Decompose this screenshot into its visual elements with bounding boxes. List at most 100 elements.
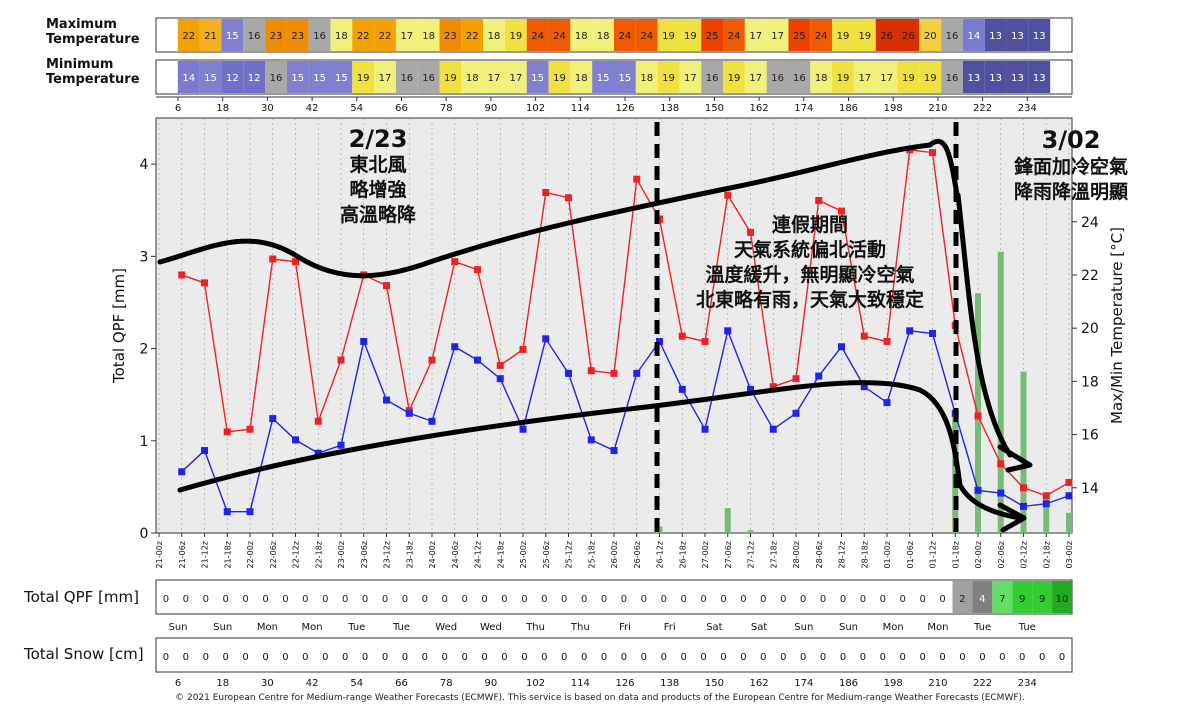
min-temp-strip-cell: [723, 61, 745, 93]
max-temp-point: [678, 332, 686, 340]
min-temp-strip-cell: [395, 61, 418, 93]
max-temp-strip-cell-label: 19: [509, 31, 522, 42]
min-temp-strip-cell-label: 17: [858, 73, 871, 84]
max-temp-strip-cell: [962, 19, 985, 51]
snow-row-value: 0: [223, 652, 229, 663]
hour-tick-label-top: 90: [485, 103, 498, 114]
max-temp-strip-cell: [701, 19, 724, 51]
qpf-row-value: 0: [740, 594, 746, 605]
max-temp-strip-cell: [984, 19, 1007, 51]
max-temp-strip-cell-label: 18: [422, 31, 435, 42]
lower-trend-curve: [177, 380, 963, 493]
lower-trend-drop: [957, 482, 1023, 521]
qpf-bar: [1066, 512, 1072, 533]
max-temp-strip-cell: [352, 19, 375, 51]
max-temp-strip-cell-label: 26: [902, 31, 915, 42]
y-tick-label: 3: [140, 249, 149, 265]
min-temp-strip-cell-label: 16: [270, 73, 283, 84]
snow-row-value: 0: [820, 652, 826, 663]
hour-tick-label-top: 114: [571, 103, 590, 114]
max-temp-point: [883, 337, 891, 345]
max-temp-strip-cell: [395, 19, 418, 51]
snow-row-value: 0: [780, 652, 786, 663]
max-temp-strip-cell: [853, 19, 876, 51]
snow-row-value: 0: [681, 652, 687, 663]
min-temp-point: [792, 409, 800, 417]
min-temp-strip-cell-label: 19: [837, 73, 850, 84]
max-temp-row-label: Maximum Temperature: [46, 17, 140, 47]
x-tick-label: 27-12z: [747, 541, 756, 568]
qpf-row-value: 0: [521, 594, 527, 605]
max-temp-strip-cell: [483, 19, 505, 51]
min-temp-point: [1065, 492, 1073, 500]
day-label: Sat: [751, 622, 767, 633]
hour-tick-label-top: 174: [794, 103, 813, 114]
y2-tick-label: 18: [1081, 374, 1099, 390]
min-temp-strip-cell: [286, 61, 309, 93]
max-temp-strip-cell-label: 13: [1011, 31, 1024, 42]
snow-row-value: 0: [481, 652, 487, 663]
max-temp-point: [201, 279, 208, 287]
min-temp-point: [519, 425, 527, 433]
min-temp-strip-cell-label: 15: [619, 73, 632, 84]
max-temp-point: [610, 369, 618, 377]
annotation-holiday-line1: 連假期間: [771, 214, 848, 236]
max-temp-strip-cell: [177, 19, 200, 51]
qpf-row-value: 0: [382, 594, 388, 605]
day-label: Thu: [525, 622, 545, 633]
x-tick-label: 27-18z: [769, 541, 778, 568]
max-temp-strip-cell-label: 15: [226, 31, 239, 42]
min-temp-point: [838, 343, 845, 351]
day-label: Tue: [973, 622, 991, 633]
x-tick-label: 28-00z: [792, 541, 801, 568]
upper-trend-drop: [955, 192, 1013, 458]
hour-tick-label-bottom: 54: [350, 678, 363, 689]
snow-row-value: 0: [880, 652, 886, 663]
min-temp-point: [292, 436, 299, 444]
hour-tick-label-bottom: 66: [395, 678, 408, 689]
max-temp-strip-cell-label: 22: [379, 31, 392, 42]
y2-tick-label: 26: [1081, 162, 1099, 178]
hour-tick-label-top: 42: [306, 103, 319, 114]
snow-row-frame: [155, 637, 1073, 673]
max-temp-strip-cell-label: 24: [619, 31, 632, 42]
day-label: Wed: [480, 622, 502, 633]
total-qpf-row-label: Total QPF [mm]: [24, 588, 139, 606]
x-tick-label: 22-00z: [246, 541, 255, 568]
min-temp-point: [1042, 500, 1050, 508]
min-temp-strip-cell-label: 13: [1011, 73, 1024, 84]
snow-row-value: 0: [860, 652, 866, 663]
max-temp-strip-cell-label: 21: [204, 31, 217, 42]
min-temp-point: [201, 447, 208, 455]
day-label: Tue: [1018, 622, 1036, 633]
min-temp-strip-cell: [853, 61, 876, 93]
max-temp-strip-cell-label: 22: [357, 31, 370, 42]
min-temp-point: [769, 425, 777, 433]
min-temp-point: [474, 356, 481, 364]
qpf-row-value: 0: [760, 594, 766, 605]
upper-trend-curve: [157, 138, 960, 279]
day-label: Fri: [664, 622, 676, 633]
min-temp-strip-cell: [526, 61, 549, 93]
snow-row-value: 0: [979, 652, 985, 663]
hour-tick-label-bottom: 210: [928, 678, 947, 689]
max-temp-point: [587, 367, 595, 375]
qpf-row-value: 0: [442, 594, 448, 605]
y2-tick-label: 14: [1081, 481, 1099, 497]
max-temp-strip-cell: [766, 19, 789, 51]
max-temp-strip-cell-label: 19: [837, 31, 850, 42]
min-temp-strip-cell: [308, 61, 331, 93]
min-temp-point: [223, 508, 231, 516]
x-tick-label: 24-06z: [451, 541, 460, 568]
qpf-row-value: 0: [800, 594, 806, 605]
snow-row-value: 0: [720, 652, 726, 663]
min-temp-point: [405, 409, 413, 417]
x-tick-label: 22-18z: [314, 541, 323, 568]
day-label: Thu: [570, 622, 590, 633]
min-temp-point: [883, 399, 891, 407]
max-temp-strip-cell: [504, 19, 527, 51]
hour-tick-label-bottom: 186: [839, 678, 858, 689]
y2-tick-label: 24: [1081, 215, 1099, 231]
min-temp-strip-cell: [614, 61, 636, 93]
min-temp-point: [860, 383, 868, 391]
